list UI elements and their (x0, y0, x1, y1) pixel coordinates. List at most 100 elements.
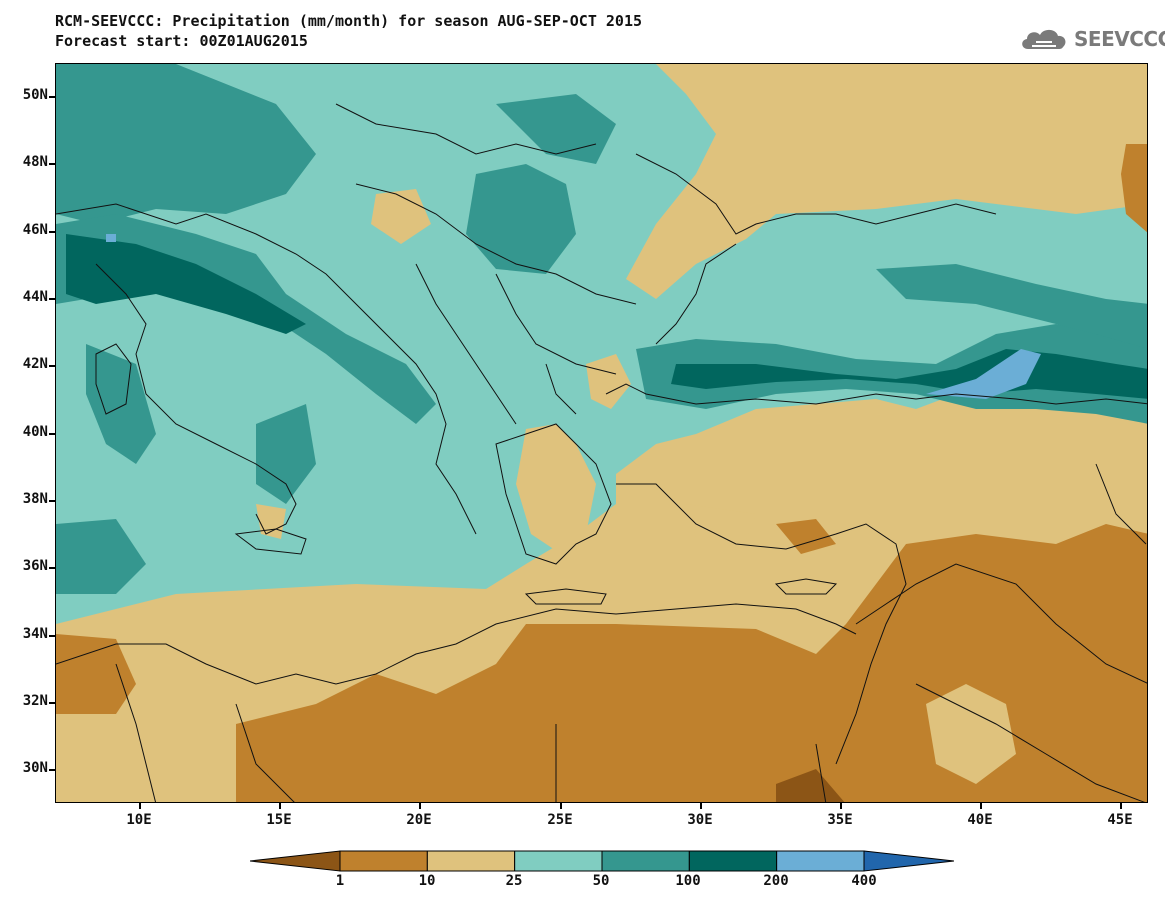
precip-1-10-area (56, 634, 136, 714)
lat-tick (49, 567, 55, 569)
colorbar-label: 10 (418, 873, 436, 889)
lat-label: 34N (22, 626, 48, 642)
turkey-levant-coast (616, 483, 907, 765)
colorbar-segment (426, 850, 516, 872)
lat-label: 42N (22, 356, 48, 372)
lon-tick (279, 803, 281, 809)
precip-100-200-area (66, 234, 306, 334)
lon-label: 25E (547, 812, 573, 828)
lat-label: 46N (22, 222, 48, 238)
border-line (335, 103, 597, 155)
lon-label: 35E (827, 812, 853, 828)
italy-coastline (95, 263, 297, 535)
precip-50-100-area (86, 344, 156, 464)
precip-50-100-area (636, 324, 1147, 424)
cyprus-coastline (774, 578, 838, 595)
precip-50-100-area (466, 164, 576, 274)
country-borders (56, 103, 1147, 802)
border-line (545, 363, 577, 415)
lon-label: 10E (126, 812, 152, 828)
lon-label: 40E (967, 812, 993, 828)
colorbar-label: 100 (675, 873, 701, 889)
colorbar-legend (250, 850, 954, 872)
colorbar-label: 50 (592, 873, 610, 889)
lat-tick (49, 769, 55, 771)
north-africa-coast (56, 603, 857, 685)
border-line (915, 683, 1146, 802)
lon-label: 20E (406, 812, 432, 828)
cloud-icon (1022, 29, 1066, 49)
border-line (235, 703, 295, 802)
precip-10-25-area (626, 64, 1147, 299)
lon-tick (1120, 803, 1122, 809)
precip-10-25-area (371, 189, 431, 244)
border-line (815, 743, 827, 802)
border-line (1095, 463, 1147, 545)
lat-tick (49, 635, 55, 637)
lon-label: 30E (687, 812, 713, 828)
crete-coastline (524, 588, 607, 605)
lon-tick (840, 803, 842, 809)
precip-200-400-area (106, 234, 116, 242)
colorbar-segment (250, 850, 341, 872)
precip-0-1-area (776, 769, 845, 802)
lat-tick (49, 500, 55, 502)
border-line (415, 263, 517, 425)
lon-tick (560, 803, 562, 809)
lat-tick (49, 231, 55, 233)
colorbar-segment (688, 850, 778, 872)
precip-50-100-area (56, 519, 146, 594)
lon-tick (419, 803, 421, 809)
colorbar-segment (863, 850, 954, 872)
seevccc-logo: SEEVCCC (1018, 22, 1165, 56)
lat-label: 40N (22, 424, 48, 440)
precip-10-25-area (586, 354, 631, 409)
map-canvas (56, 64, 1147, 802)
lat-tick (49, 433, 55, 435)
precip-1-10-area (1121, 144, 1147, 233)
greece-coastline (495, 423, 612, 565)
adriatic-coastline (56, 203, 477, 535)
colorbar-segment (339, 850, 428, 872)
precip-50-100-area (256, 404, 316, 504)
precipitation-map (55, 63, 1148, 803)
logo-text: SEEVCCC (1074, 27, 1165, 51)
colorbar-label: 400 (851, 873, 877, 889)
lat-tick (49, 702, 55, 704)
border-line (355, 183, 637, 305)
colorbar-segment (601, 850, 690, 872)
lon-label: 45E (1107, 812, 1133, 828)
forecast-start-label: Forecast start: 00Z01AUG2015 (55, 32, 308, 50)
precip-50-100-area (876, 264, 1147, 349)
border-line (115, 663, 157, 802)
lat-label: 50N (22, 87, 48, 103)
precip-50-100-area (56, 64, 316, 224)
precip-10-25-area (516, 424, 596, 554)
sardinia-coastline (95, 343, 132, 415)
colorbar-label: 1 (335, 873, 345, 889)
sicily-coastline (234, 528, 307, 555)
lon-tick (139, 803, 141, 809)
precip-1-10-area (776, 519, 836, 554)
chart-title: RCM-SEEVCCC: Precipitation (mm/month) fo… (55, 12, 642, 30)
colorbar-segment (514, 850, 603, 872)
colorbar-label: 25 (505, 873, 523, 889)
turkey-black-sea-coast (605, 383, 1147, 405)
colorbar-segment (776, 850, 865, 872)
precip-10-25-area (926, 684, 1016, 784)
lat-label: 30N (22, 760, 48, 776)
border-line (855, 563, 1147, 684)
lat-tick (49, 163, 55, 165)
lon-label: 15E (266, 812, 292, 828)
lat-tick (49, 298, 55, 300)
lat-label: 32N (22, 693, 48, 709)
border-line (495, 273, 617, 375)
lat-tick (49, 365, 55, 367)
precip-200-400-area (926, 349, 1041, 399)
lat-label: 44N (22, 289, 48, 305)
black-sea-north-coast (635, 153, 997, 235)
colorbar-label: 200 (763, 873, 789, 889)
lon-tick (700, 803, 702, 809)
lon-tick (980, 803, 982, 809)
precip-1-10-area (236, 524, 1147, 802)
